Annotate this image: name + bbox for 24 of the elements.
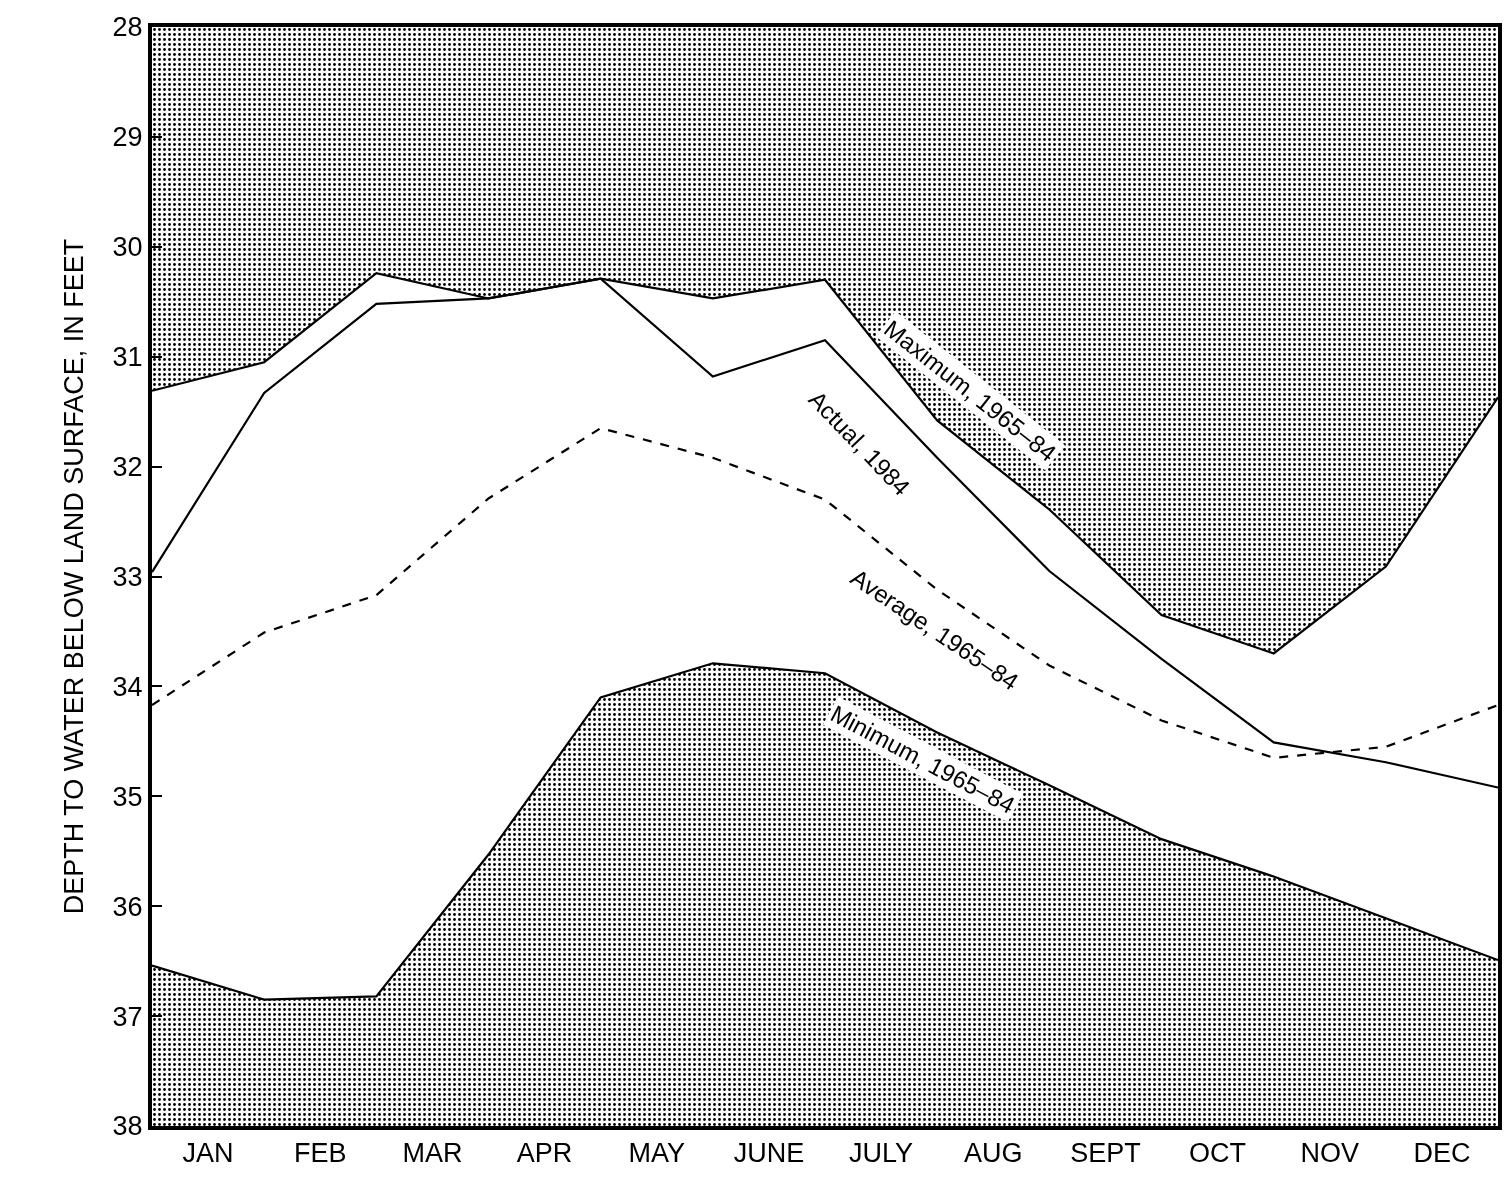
y-tick-label: 33 <box>112 561 143 592</box>
y-tick-label: 31 <box>112 342 143 373</box>
x-tick-label: OCT <box>1189 1138 1247 1169</box>
y-tick-label: 37 <box>112 1001 143 1032</box>
x-tick-label: MAR <box>402 1138 463 1169</box>
y-tick-label: 28 <box>112 12 143 43</box>
y-tick-label: 34 <box>112 671 143 702</box>
x-tick-label: NOV <box>1300 1138 1360 1169</box>
x-tick-label: JULY <box>849 1138 914 1169</box>
y-tick-label: 30 <box>112 232 143 263</box>
x-tick-label: MAY <box>628 1138 686 1169</box>
y-tick-label: 29 <box>112 122 143 153</box>
x-tick-label: APR <box>516 1138 573 1169</box>
y-tick-label: 36 <box>112 891 143 922</box>
x-tick-label: JUNE <box>733 1138 805 1169</box>
y-tick-label: 32 <box>112 452 143 483</box>
x-tick-label: AUG <box>963 1138 1023 1169</box>
x-tick-label: JAN <box>182 1138 234 1169</box>
y-tick-label: 35 <box>112 781 143 812</box>
y-tick-label: 38 <box>112 1111 143 1142</box>
x-tick-label: SEPT <box>1070 1138 1141 1169</box>
x-tick-label: DEC <box>1413 1138 1471 1169</box>
y-axis-title: DEPTH TO WATER BELOW LAND SURFACE, IN FEET <box>59 238 90 915</box>
x-tick-label: FEB <box>293 1138 347 1169</box>
